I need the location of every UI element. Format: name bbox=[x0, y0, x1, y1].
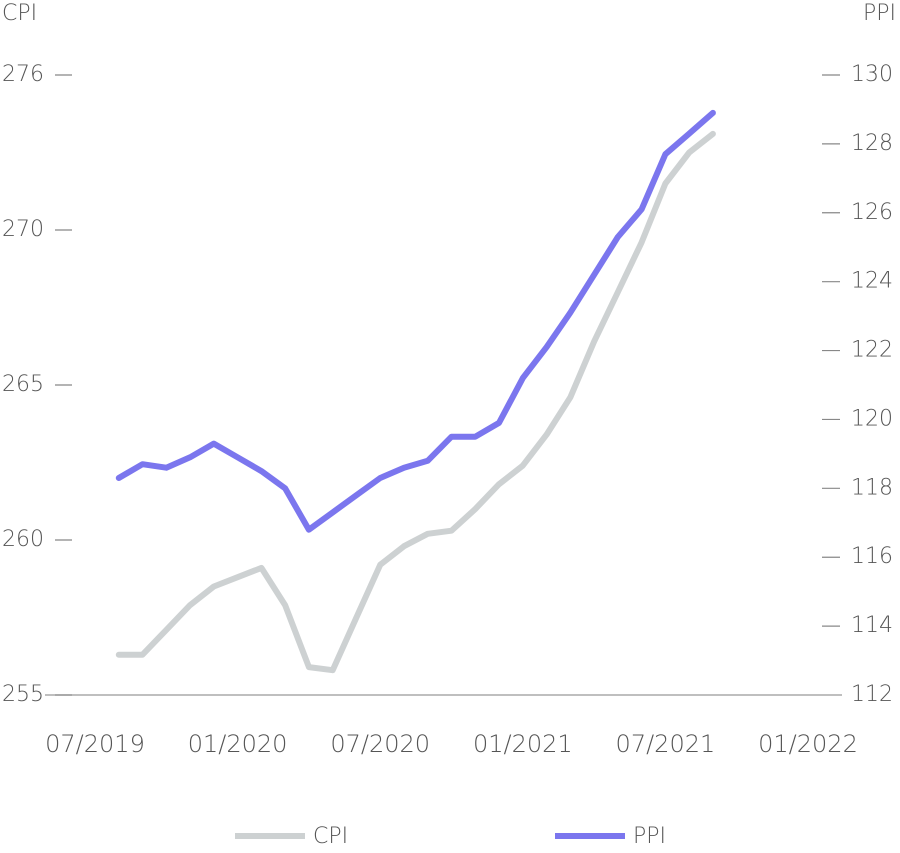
y2-tick-label: 116 bbox=[851, 544, 893, 569]
x-tick-label: 07/2020 bbox=[330, 730, 430, 758]
y2-tick-label: 128 bbox=[851, 131, 893, 156]
y-axis-title: CPI bbox=[2, 1, 37, 26]
y-tick-label: 265 bbox=[2, 372, 44, 397]
x-tick-label: 01/2020 bbox=[188, 730, 288, 758]
y2-axis-title: PPI bbox=[863, 1, 896, 26]
y-tick-label: 260 bbox=[2, 527, 44, 552]
y2-tick-label: 130 bbox=[851, 62, 893, 87]
y2-tick-label: 114 bbox=[851, 613, 893, 638]
y2-tick-label: 126 bbox=[851, 200, 893, 225]
x-tick-label: 07/2021 bbox=[616, 730, 716, 758]
y2-tick-label: 124 bbox=[851, 269, 893, 294]
y2-tick-label: 120 bbox=[851, 406, 893, 431]
y2-tick-label: 122 bbox=[851, 338, 893, 363]
y-tick-label: 276 bbox=[2, 62, 44, 87]
series-line bbox=[115, 109, 716, 533]
y-tick-label: 255 bbox=[2, 682, 44, 707]
y2-tick-label: 112 bbox=[851, 682, 893, 707]
y-tick-label: 270 bbox=[2, 217, 44, 242]
x-tick-label: 01/2021 bbox=[473, 730, 573, 758]
series-line bbox=[115, 130, 716, 674]
legend-label: CPI bbox=[313, 824, 348, 849]
x-tick-label: 01/2022 bbox=[758, 730, 858, 758]
x-tick-label: 07/2019 bbox=[45, 730, 145, 758]
y2-tick-label: 118 bbox=[851, 475, 893, 500]
legend-label: PPI bbox=[633, 824, 666, 849]
